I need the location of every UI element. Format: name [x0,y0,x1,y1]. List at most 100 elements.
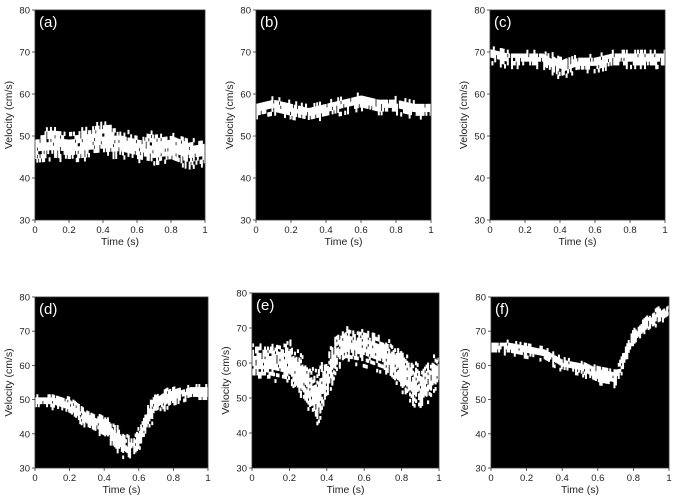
signal-cell [176,145,179,151]
signal-cell [332,376,335,381]
signal-cell [203,390,206,394]
signal-cell [334,346,337,351]
signal-cell [492,345,495,350]
signal-cell [544,59,547,64]
signal-cell [253,362,256,367]
signal-cell [323,380,326,384]
signal-cell [321,104,324,110]
signal-cell [313,110,316,115]
signal-cell [361,335,364,340]
signal-cell [532,353,535,358]
signal-cell [145,423,148,428]
signal-cell [76,405,79,410]
signal-cell [400,373,403,377]
signal-cell [254,346,258,351]
signal-cell [174,401,177,405]
signal-cell [618,53,621,58]
signal-cell [96,140,99,146]
signal-cell [431,365,434,370]
signal-cell [301,370,304,375]
signal-cell [78,134,81,140]
signal-cell [147,148,150,154]
signal-cell [362,351,365,356]
signal-cell [284,362,288,367]
signal-cell [597,366,600,370]
signal-cell [609,54,611,59]
signal-cell [296,371,299,376]
signal-cell [154,397,156,402]
plot-background [490,10,665,220]
signal-cell [100,136,103,142]
signal-cell [341,100,344,105]
signal-cell [309,107,312,113]
signal-cell [281,109,284,114]
signal-cell [405,109,408,115]
signal-cell [329,365,332,369]
signal-cell [542,349,545,353]
signal-cell [529,352,532,357]
signal-cell [141,433,144,438]
signal-cell [316,405,319,410]
signal-cell [135,135,138,140]
signal-cell [147,414,150,418]
signal-cell [383,103,386,108]
signal-cell [262,349,265,354]
signal-cell [551,67,554,72]
signal-cell [613,381,616,386]
signal-cell [565,65,568,71]
signal-cell [590,365,593,370]
signal-cell [638,57,641,62]
signal-cell [130,141,133,147]
signal-cell [633,330,636,335]
signal-cell [659,308,662,313]
signal-cell [97,419,100,424]
signal-cell [111,428,114,432]
signal-cell [567,357,570,362]
signal-cell [630,64,632,70]
signal-cell [415,392,418,397]
signal-cell [533,53,536,58]
signal-cell [268,365,271,370]
signal-cell [404,109,407,114]
signal-cell [634,57,637,62]
signal-cell [277,345,280,349]
signal-cell [401,352,404,357]
signal-cell [137,442,140,447]
signal-cell [58,150,61,155]
signal-cell [575,65,578,71]
signal-cell [356,92,359,97]
signal-cell [102,422,105,426]
signal-cell [289,103,292,109]
signal-cell [417,103,419,109]
signal-cell [522,61,525,66]
signal-cell [126,144,129,149]
signal-cell [355,353,358,357]
signal-cell [284,365,288,370]
signal-cell [252,352,255,357]
signal-cell [160,156,163,161]
signal-cell [64,146,67,152]
signal-cell [562,362,565,367]
signal-cell [147,411,150,415]
signal-cell [377,111,380,116]
signal-cell [314,393,317,398]
signal-cell [292,356,295,360]
signal-cell [85,130,88,135]
signal-cell [274,100,277,105]
signal-cell [115,147,118,152]
signal-cell [641,57,644,62]
signal-cell [536,61,539,66]
signal-cell [415,361,418,366]
signal-cell [287,360,290,365]
signal-cell [664,313,667,318]
signal-cell [101,421,104,426]
signal-cell [530,350,533,354]
signal-cell [501,52,504,57]
signal-cell [415,389,418,394]
signal-cell [41,135,44,140]
signal-cell [406,373,409,378]
signal-cell [128,149,131,154]
signal-cell [337,97,340,102]
signal-cell [313,397,316,402]
signal-cell [424,388,427,393]
